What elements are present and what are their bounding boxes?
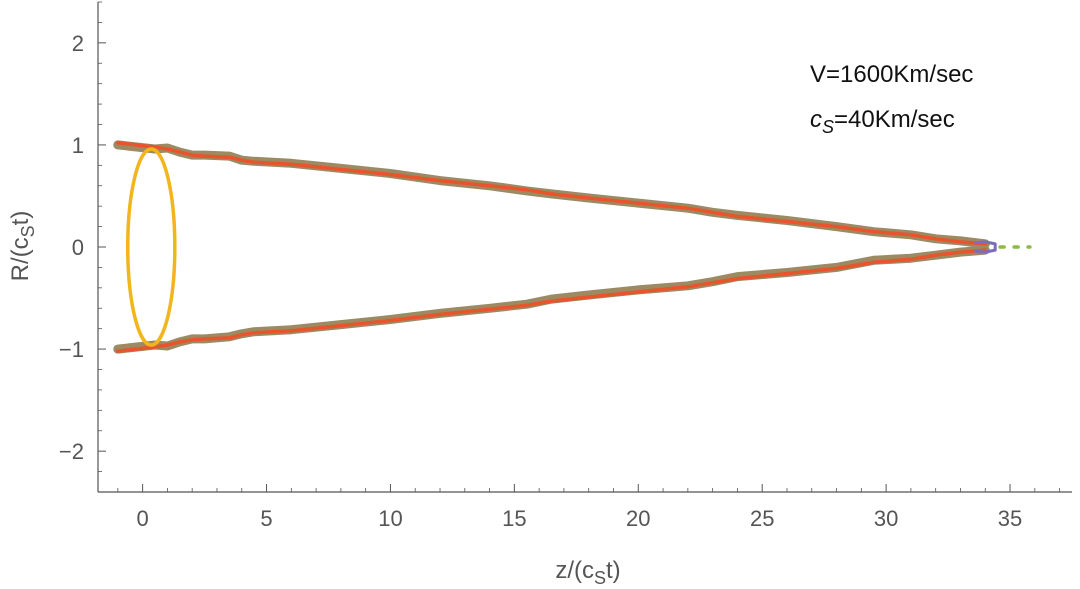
x-tick-label: 0 <box>136 506 148 531</box>
x-tick-label: 15 <box>502 506 526 531</box>
y-axis-title-sub: S <box>18 225 38 237</box>
plot-area <box>113 140 1032 354</box>
x-tick-label: 5 <box>260 506 272 531</box>
front-lower-line <box>116 248 988 353</box>
tip-line <box>973 240 997 254</box>
x-axis-title-tail: t) <box>606 557 621 584</box>
x-axis-title: z/(cSt) <box>555 557 620 588</box>
annotation-velocity: V=1600Km/sec <box>810 61 973 88</box>
annotation-c: c <box>810 106 822 133</box>
y-tick-label: 2 <box>72 31 84 56</box>
y-tick-label: −1 <box>59 337 84 362</box>
x-tick-label: 30 <box>874 506 898 531</box>
annotation-tail: =40Km/sec <box>834 106 955 133</box>
y-axis-title: R/(cSt) <box>7 211 38 282</box>
x-axis-title-sub: S <box>594 568 606 588</box>
x-tick-label: 20 <box>626 506 650 531</box>
x-tick-label: 35 <box>998 506 1022 531</box>
y-tick-label: −2 <box>59 439 84 464</box>
y-axis-title-tail: t) <box>7 211 34 226</box>
x-tick-label: 25 <box>750 506 774 531</box>
x-tick-label: 10 <box>378 506 402 531</box>
front-upper-line <box>116 141 988 246</box>
y-tick-label: 1 <box>72 133 84 158</box>
x-axis-title-main: z/(c <box>555 557 594 584</box>
ellipse-line <box>125 147 177 347</box>
annotation-sub: S <box>822 117 834 137</box>
y-axis-title-main: R/(c <box>7 237 34 281</box>
annotation-sound-speed: cS=40Km/sec <box>810 106 955 137</box>
y-tick-label: 0 <box>72 235 84 260</box>
